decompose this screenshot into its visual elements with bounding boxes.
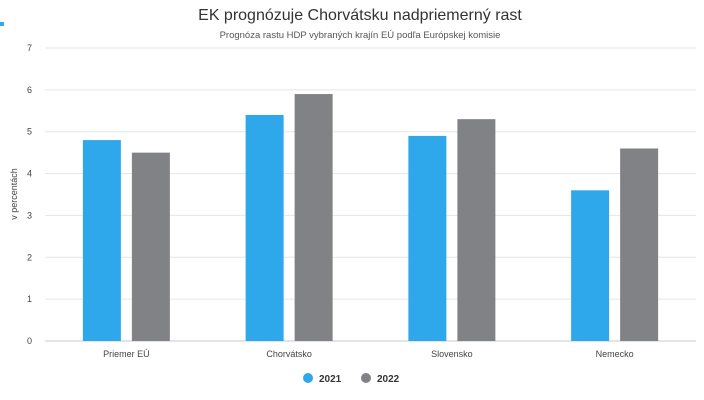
x-tick-label: Slovensko (431, 349, 473, 359)
bar-2022-2[interactable] (457, 119, 496, 342)
legend-marker (361, 373, 371, 383)
bar-2021-3[interactable] (571, 190, 610, 341)
chart-title: EK prognózuje Chorvátsku nadpriemerný ra… (198, 7, 522, 24)
y-axis-label: v percentách (9, 168, 19, 220)
x-tick-label: Priemer EÚ (103, 349, 150, 359)
bar-2022-0[interactable] (131, 152, 170, 341)
bar-2021-1[interactable] (245, 114, 284, 341)
y-tick-label: 5 (27, 127, 32, 137)
bar-2022-1[interactable] (294, 94, 333, 342)
y-tick-label: 4 (27, 169, 32, 179)
y-tick-label: 7 (27, 43, 32, 53)
legend[interactable]: 2021 2022 (303, 373, 400, 385)
bar-2021-2[interactable] (408, 135, 447, 341)
corner-mark (0, 22, 4, 26)
y-tick-label: 6 (27, 85, 32, 95)
legend-label: 2021 (319, 374, 342, 385)
x-tick-label: Chorvátsko (266, 349, 312, 359)
bars (82, 94, 659, 342)
y-tick-label: 3 (27, 210, 32, 220)
bar-2022-3[interactable] (620, 148, 659, 341)
legend-label: 2022 (377, 374, 400, 385)
legend-item-2022[interactable]: 2022 (361, 373, 400, 385)
x-tick-label: Nemecko (596, 349, 634, 359)
legend-marker (303, 373, 313, 383)
y-tick-label: 2 (27, 252, 32, 262)
y-tick-labels: 0 1 2 3 4 5 6 7 (27, 43, 32, 346)
bar-2021-0[interactable] (82, 140, 121, 341)
y-tick-label: 1 (27, 294, 32, 304)
legend-item-2021[interactable]: 2021 (303, 373, 342, 385)
y-tick-label: 0 (27, 336, 32, 346)
chart-subtitle: Prognóza rastu HDP vybraných krajín EÚ p… (220, 30, 501, 41)
x-tick-labels: Priemer EÚ Chorvátsko Slovensko Nemecko (103, 349, 634, 359)
